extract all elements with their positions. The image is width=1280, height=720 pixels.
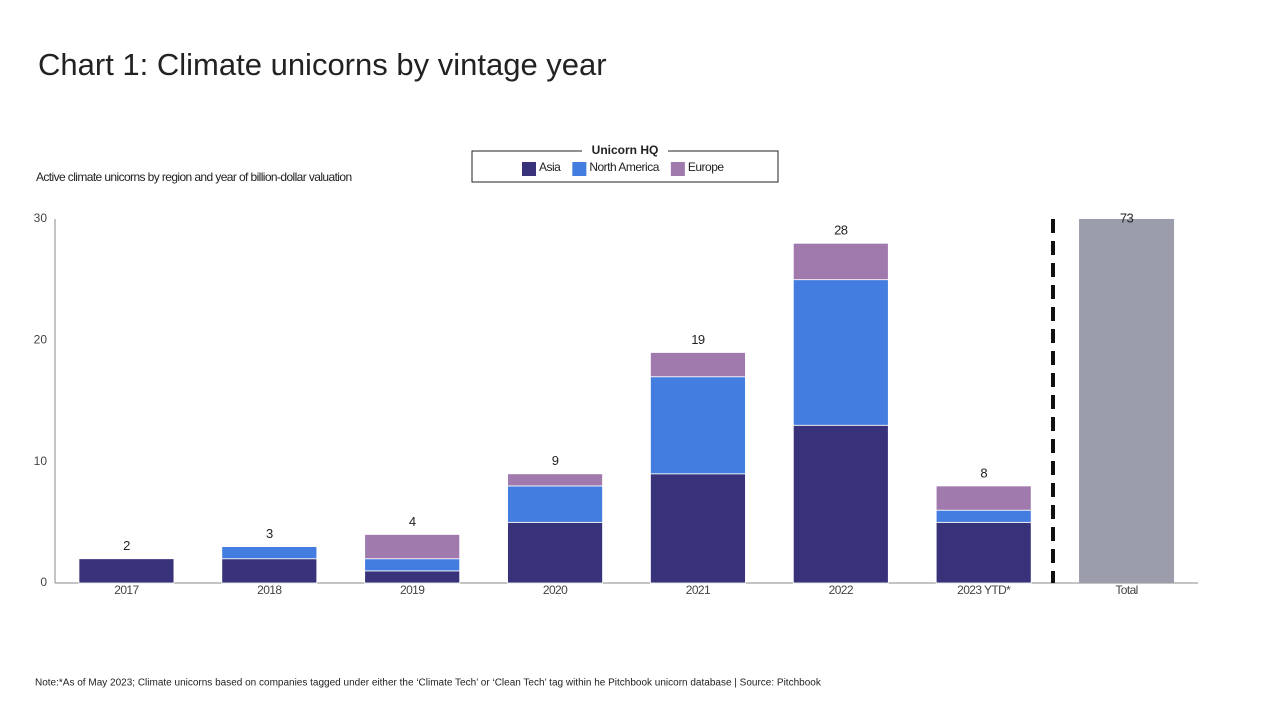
bar-segment xyxy=(221,546,318,560)
x-tick-label: 2017 xyxy=(114,583,139,597)
y-tick-label: 10 xyxy=(34,454,48,468)
total-label: 28 xyxy=(834,223,848,238)
bar-segment xyxy=(78,558,175,584)
total-label: 9 xyxy=(552,453,559,468)
y-tick-label: 20 xyxy=(34,333,48,347)
legend-swatch xyxy=(522,162,536,176)
bar-segment xyxy=(507,521,603,584)
x-tick-label: 2018 xyxy=(257,583,282,597)
bar-segment xyxy=(650,473,746,584)
y-tick-label: 30 xyxy=(34,211,48,225)
total-label: 8 xyxy=(980,465,987,480)
bar-segment xyxy=(792,242,889,281)
legend-label: Asia xyxy=(539,160,561,174)
bar-segment xyxy=(935,509,1032,523)
x-tick-label: 2020 xyxy=(543,583,568,597)
bar-segment xyxy=(650,352,746,378)
bar-segment xyxy=(935,485,1032,511)
x-tick-label: 2023 YTD* xyxy=(957,583,1011,597)
bar-segment xyxy=(507,473,603,487)
note: Note:*As of May 2023; Climate unicorns b… xyxy=(35,678,822,689)
y-tick-label: 0 xyxy=(40,575,47,589)
legend-swatch xyxy=(572,162,587,176)
total-label: 3 xyxy=(266,526,273,541)
legend-title-bg xyxy=(582,144,668,156)
bar-segment xyxy=(792,424,889,584)
legend-label: North America xyxy=(589,160,659,174)
total-label: 19 xyxy=(691,332,705,347)
x-tick-label: 2019 xyxy=(400,583,425,597)
bars xyxy=(78,219,1175,584)
total-label: 4 xyxy=(409,514,416,529)
bar-segment xyxy=(935,521,1032,584)
total-label: 73 xyxy=(1120,210,1134,225)
bar-segment xyxy=(364,558,461,572)
legend-swatch xyxy=(670,162,685,176)
legend-label: Europe xyxy=(688,160,725,174)
bar-segment xyxy=(364,570,461,584)
chart-title: Chart 1: Climate unicorns by vintage yea… xyxy=(38,47,607,82)
total-label: 2 xyxy=(123,538,130,553)
x-tick-label: Total xyxy=(1115,583,1137,597)
bar-segment xyxy=(792,279,889,426)
bar-segment xyxy=(507,485,603,523)
legend-title: Unicorn HQ xyxy=(592,143,659,157)
bar-segment xyxy=(221,558,318,584)
chart-subtitle: Active climate unicorns by region and ye… xyxy=(36,170,352,184)
x-tick-label: 2022 xyxy=(829,583,854,597)
x-tick-label: 2021 xyxy=(686,583,711,597)
bar-segment xyxy=(650,376,746,475)
bar-segment xyxy=(364,534,461,560)
legend: Asia North America Europe xyxy=(522,160,725,176)
total-bar xyxy=(1079,219,1175,583)
